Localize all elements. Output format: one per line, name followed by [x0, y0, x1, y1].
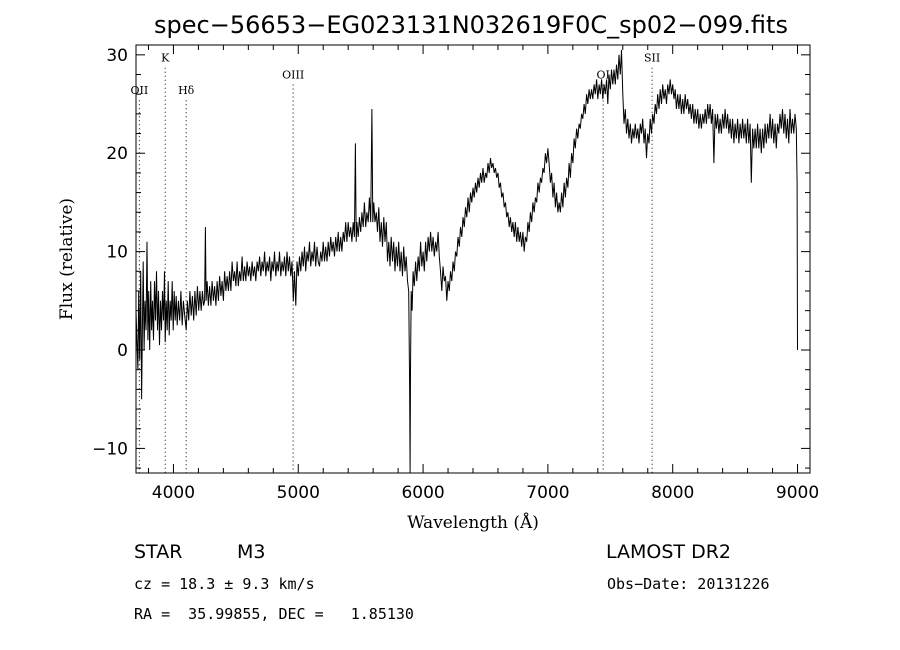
line-marker-label: K — [161, 52, 170, 65]
x-tick-label: 5000 — [277, 483, 320, 503]
x-tick-label: 9000 — [776, 483, 819, 503]
x-tick-label: 7000 — [526, 483, 569, 503]
line-marker-label: OI — [596, 68, 609, 81]
line-marker-label: OII — [131, 84, 149, 97]
spectrum-line — [135, 49, 798, 474]
x-tick-label: 4000 — [152, 483, 195, 503]
chart-title: spec−56653−EG023131N032619F0C_sp02−099.f… — [154, 11, 788, 39]
line-marker-label: SII — [644, 52, 660, 65]
line-marker-label: Hδ — [178, 84, 195, 97]
line-marker-label: OIII — [282, 68, 304, 81]
y-tick-label: 10 — [106, 243, 128, 263]
plot-frame — [135, 44, 811, 474]
emission-line-markers: OII K Hδ OIII OI SII — [131, 52, 660, 473]
observation-date: Obs−Date: 20131226 — [607, 575, 770, 593]
coordinates: RA = 35.99855, DEC = 1.85130 — [134, 605, 414, 623]
y-tick-label: −10 — [92, 439, 128, 459]
x-axis-label: Wavelength (Å) — [407, 512, 539, 533]
object-class: STAR — [134, 541, 183, 563]
x-tick-label: 8000 — [651, 483, 694, 503]
object-subclass: M3 — [237, 541, 266, 563]
y-tick-label: 0 — [117, 341, 128, 361]
redshift-cz: cz = 18.3 ± 9.3 km/s — [134, 575, 315, 593]
y-tick-label: 30 — [106, 46, 128, 66]
survey-name: LAMOST DR2 — [606, 541, 731, 563]
y-tick-label: 20 — [106, 144, 128, 164]
x-axis: 4000 5000 6000 7000 8000 9000 — [147, 45, 819, 503]
y-axis: −10 0 10 20 30 — [92, 46, 810, 469]
y-axis-label: Flux (relative) — [57, 198, 77, 320]
x-tick-label: 6000 — [401, 483, 444, 503]
